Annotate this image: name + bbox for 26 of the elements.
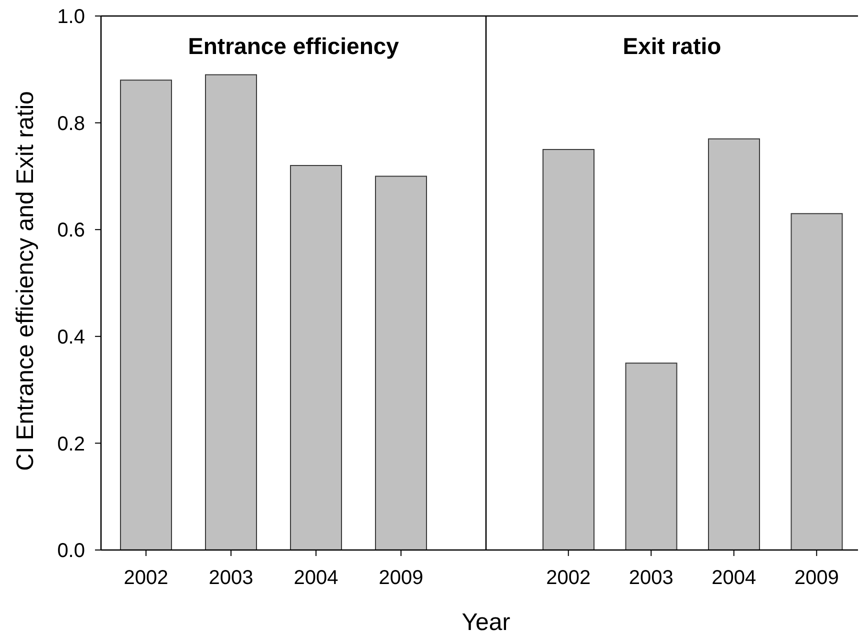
x-tick-label: 2009 <box>794 567 839 590</box>
y-axis-title: CI Entrance efficiency and Exit ratio <box>12 91 39 471</box>
bar <box>542 149 594 550</box>
x-tick-label: 2003 <box>208 567 254 590</box>
y-tick-label: 0.8 <box>57 112 85 135</box>
x-tick-label: 2004 <box>712 567 756 590</box>
y-tick-label: 1.0 <box>57 6 85 28</box>
bar <box>708 138 760 550</box>
bar <box>120 80 172 550</box>
y-tick-label: 0.2 <box>57 433 85 456</box>
x-tick-label: 2002 <box>546 567 591 590</box>
bar <box>375 176 427 550</box>
y-tick-label: 0.6 <box>57 220 85 242</box>
bar <box>625 362 678 550</box>
y-tick-label: 0.0 <box>57 540 85 562</box>
x-tick-label: 2009 <box>378 567 424 590</box>
text: Exit ratio <box>622 33 722 59</box>
x-tick-label: 2003 <box>628 567 674 590</box>
y-tick-label: 0.4 <box>57 326 85 348</box>
x-axis-title: Year <box>462 609 510 636</box>
x-tick-label: 2004 <box>294 567 338 590</box>
text: Entrance efficiency <box>188 33 399 59</box>
bar <box>290 165 342 550</box>
bar <box>205 74 257 550</box>
bar <box>790 213 843 550</box>
x-tick-label: 2002 <box>124 567 168 590</box>
